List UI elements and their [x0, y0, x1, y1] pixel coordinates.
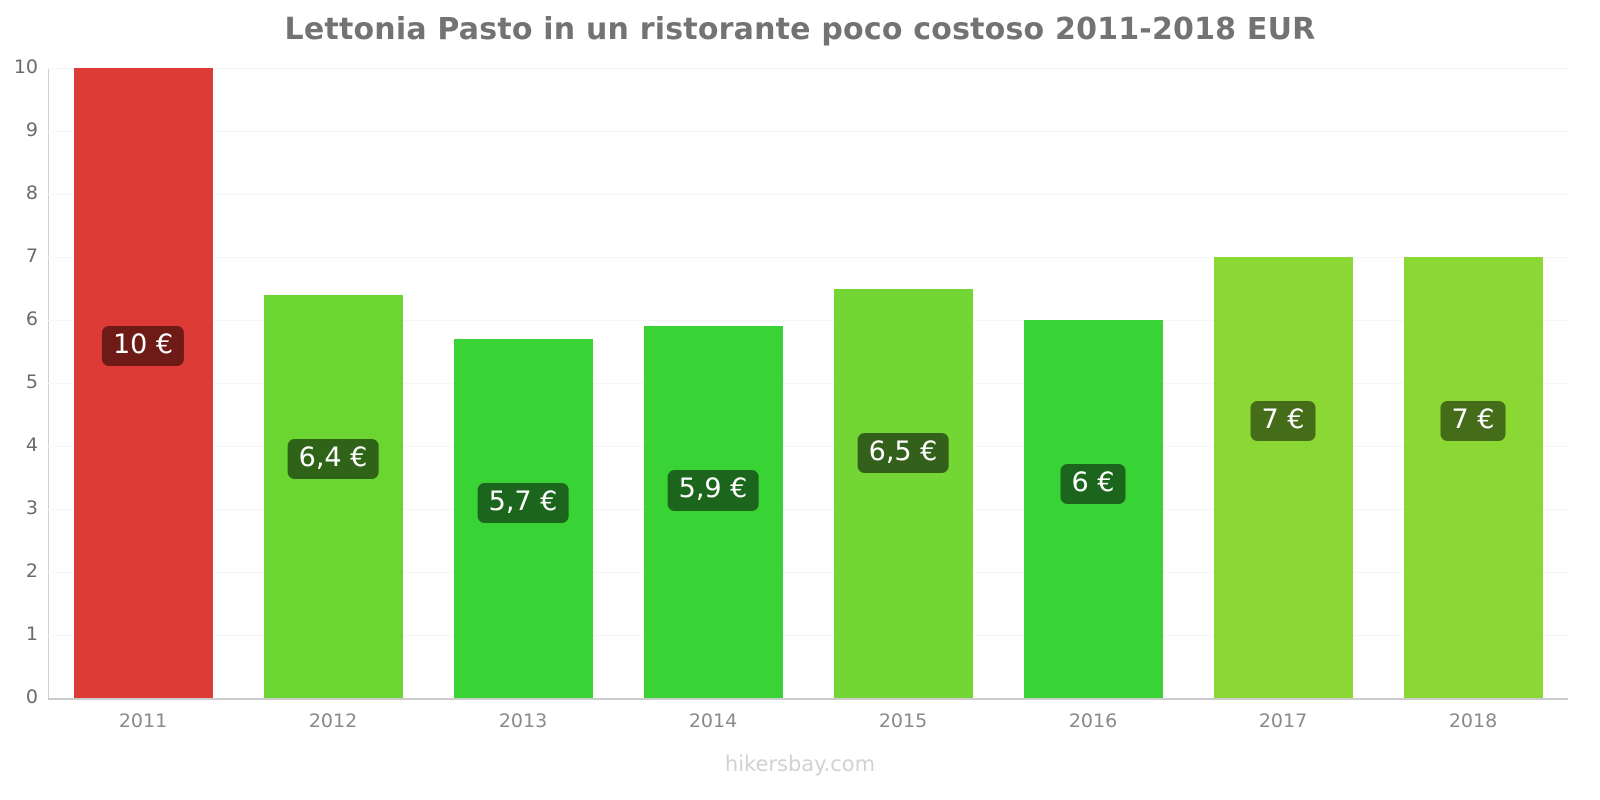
y-axis-tick-label: 2: [25, 560, 38, 582]
grid-line: [48, 635, 1568, 636]
grid-line: [48, 446, 1568, 447]
x-axis-tick-label: 2015: [878, 710, 928, 732]
grid-line: [48, 68, 1568, 69]
y-axis-tick-label: 3: [25, 497, 38, 519]
y-axis-tick-label: 9: [25, 119, 38, 141]
x-axis-tick-label: 2017: [1258, 710, 1308, 732]
x-axis-tick-label: 2011: [118, 710, 168, 732]
bar[interactable]: [263, 294, 403, 698]
x-axis-tick-label: 2018: [1448, 710, 1498, 732]
y-axis-tick-label: 5: [25, 371, 38, 393]
bar[interactable]: [1023, 320, 1163, 698]
bar[interactable]: [73, 68, 213, 698]
bar-value-label: 5,9 €: [667, 470, 759, 511]
x-axis-tick-label: 2016: [1068, 710, 1118, 732]
bar[interactable]: [1403, 257, 1543, 698]
chart-footer-watermark: hikersbay.com: [724, 752, 876, 776]
x-axis-line: [48, 698, 1568, 700]
grid-line: [48, 383, 1568, 384]
bar-value-label: 5,7 €: [477, 482, 569, 524]
y-axis-tick-label: 0: [25, 686, 38, 708]
y-axis-tick-label: 10: [13, 56, 38, 78]
grid-line: [48, 194, 1568, 195]
bar-value-label: 6,4 €: [287, 438, 379, 480]
y-axis-tick-label: 7: [25, 245, 38, 267]
bar[interactable]: [833, 288, 973, 698]
x-axis-tick-label: 2012: [308, 710, 358, 732]
bar[interactable]: [643, 326, 783, 698]
y-axis-tick-label: 8: [25, 182, 38, 204]
x-axis-tick-label: 2014: [688, 710, 738, 732]
bar-value-label: 10 €: [101, 326, 185, 367]
grid-line: [48, 509, 1568, 510]
x-axis-tick-label: 2013: [498, 710, 548, 732]
grid-line: [48, 131, 1568, 132]
bar-value-label: 7 €: [1250, 401, 1316, 442]
grid-line: [48, 572, 1568, 573]
bar-value-label: 7 €: [1440, 401, 1506, 442]
y-axis-tick-label: 1: [25, 623, 38, 645]
chart-title: Lettonia Pasto in un ristorante poco cos…: [284, 12, 1316, 47]
plot-area: 10 € 6,4 € 5,7 € 5,9 € 6,5 € 6 € 7 € 7 €: [48, 68, 1568, 698]
bar[interactable]: [1213, 257, 1353, 698]
grid-line: [48, 320, 1568, 321]
bar-value-label: 6 €: [1060, 464, 1126, 505]
grid-line: [48, 257, 1568, 258]
y-axis-tick-label: 4: [25, 434, 38, 456]
bar-value-label: 6,5 €: [857, 432, 949, 473]
y-axis-tick-label: 6: [25, 308, 38, 330]
